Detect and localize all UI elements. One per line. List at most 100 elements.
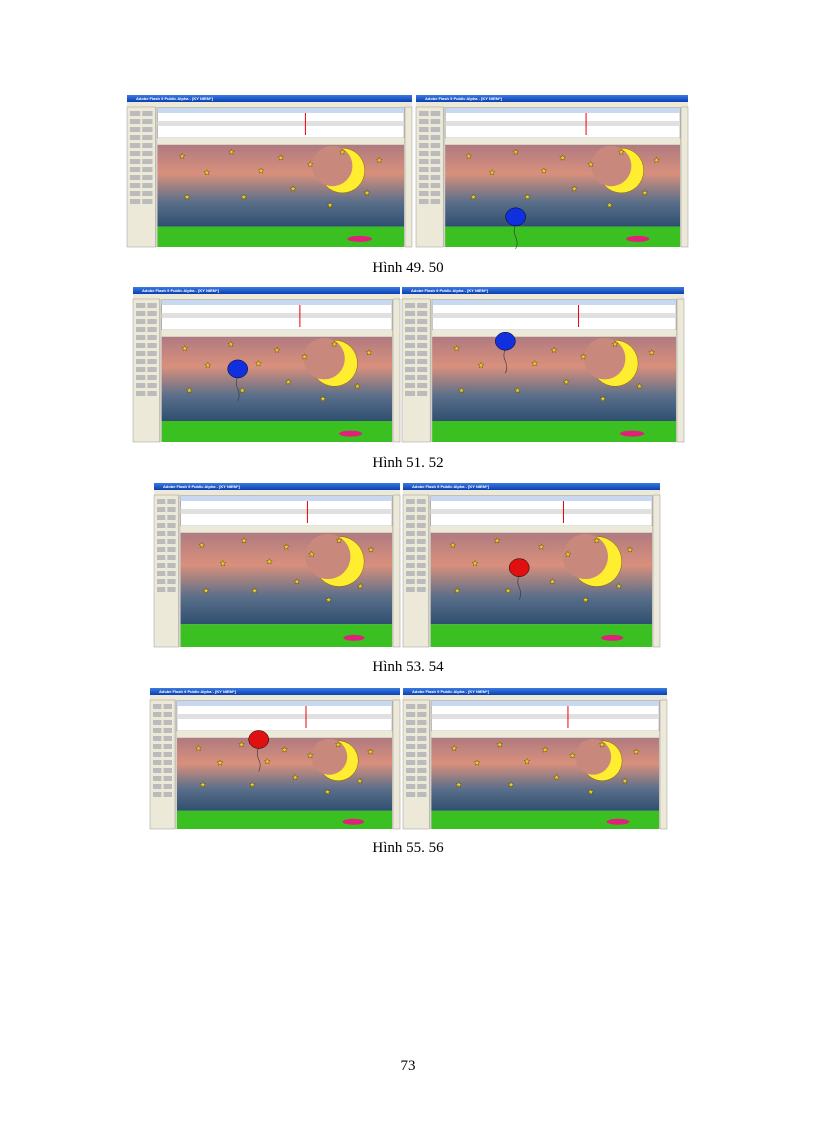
tool-icon [167,555,176,560]
star [356,582,364,590]
star [469,193,477,200]
star [641,189,649,196]
star [458,386,465,394]
tool-icon [167,579,176,584]
star [203,168,211,176]
star [263,757,271,765]
balloon-string [517,575,522,600]
tool-icon [416,507,426,512]
pond [347,235,372,242]
menu-bar [150,695,400,700]
tool-icon [406,792,416,797]
tool-icon [406,728,416,733]
tool-icon [157,515,166,520]
tool-icon [405,303,416,308]
tool-icon [419,127,429,132]
menu-bar [403,490,660,495]
star [488,168,496,176]
tool-icon [157,571,166,576]
tool-icon [130,175,141,180]
balloon-string [235,376,240,402]
tool-icon [163,776,172,781]
star [626,546,634,553]
tool-icon [153,760,162,765]
tool-icon [153,736,162,741]
tool-icon [147,327,157,332]
tool-icon [167,587,176,592]
pond [339,430,363,437]
tool-icon [417,383,428,388]
screenshot: Adobe Flash 9 Public Alpha - [KY NIEM*] [126,95,413,248]
star [326,201,334,208]
caption: Hình 49. 50 [372,260,443,276]
tool-icon [417,367,428,372]
pond [601,634,624,641]
star [587,788,595,795]
layer-row [431,714,659,719]
star [473,759,481,766]
tool-icon [147,391,157,396]
star [266,557,273,565]
scrollbar [392,494,401,648]
star [356,777,364,784]
star [273,346,281,353]
tool-icon [157,579,166,584]
tool-icon [406,744,416,749]
tool-icon [130,151,141,156]
star [570,185,578,192]
star [562,378,570,385]
tool-icon [416,499,426,504]
tool-icon [416,539,426,544]
tool-icon [130,143,141,148]
tool-icon [405,327,416,332]
edit-bar [161,330,392,336]
tool-icon [417,736,427,741]
balloon-string [503,349,508,374]
tool-icon [430,199,441,204]
tool-icon [406,539,415,544]
tool-icon [430,159,441,164]
tool-icon [130,159,141,164]
star [195,744,202,752]
tool-icon [430,191,441,196]
stage-ground [430,624,652,647]
tool-icon [153,752,162,757]
menu-bar [154,490,400,495]
star [537,543,545,550]
tool-icon [430,151,441,156]
tool-icon [416,579,426,584]
star [455,781,463,788]
tool-icon [417,768,427,773]
layer-row [430,509,652,514]
screenshots: Adobe Flash 9 Public Alpha - [KY NIEM*] A… [126,95,689,830]
tool-icon [416,515,426,520]
tool-icon [147,351,157,356]
star [240,537,248,544]
tool-icon [157,563,166,568]
star [617,148,625,155]
moon-shadow [312,145,353,187]
star [363,189,371,196]
star [219,559,227,567]
star [549,578,556,585]
tool-icon [153,792,162,797]
star [255,359,262,367]
tool-icon [430,111,441,116]
tool-icon [406,499,415,504]
star [181,344,189,352]
title-bar [150,688,400,695]
tool-icon [417,720,427,725]
tool-icon [147,335,157,340]
tool-icon [136,335,146,340]
star [559,154,567,161]
timeline-header [177,701,392,706]
menu-bar [403,695,667,700]
tool-icon [406,523,415,528]
tool-icon [142,183,153,188]
screenshot: Adobe Flash 9 Public Alpha - [KY NIEM*] [415,95,689,249]
tool-icon [167,523,176,528]
title-bar [154,483,400,490]
timeline-header [431,701,659,706]
star [582,596,589,603]
